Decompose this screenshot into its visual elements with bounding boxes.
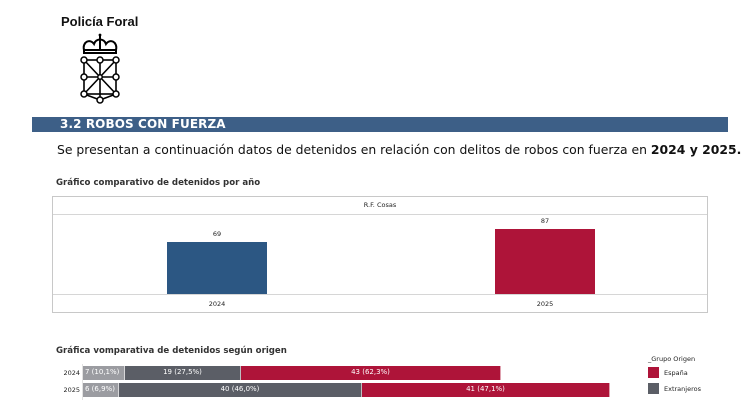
intro-text-prefix: Se presentan a continuación datos de det… xyxy=(57,142,651,157)
chart2-legend: _Grupo Origen España Extranjeros xyxy=(648,355,701,399)
intro-text: Se presentan a continuación datos de det… xyxy=(57,142,741,157)
chart1-frame: R.F. Cosas 69 87 2024 2025 xyxy=(52,196,708,313)
bar-2024[interactable] xyxy=(167,242,267,295)
stacked-segment-2025-espana[interactable]: 41 (47,1%) xyxy=(362,383,610,397)
segment-value-label: 7 (10,1%) xyxy=(85,368,120,376)
stacked-segment-2025-extranjeros[interactable]: 40 (46,0%) xyxy=(119,383,362,397)
stacked-segment-2024-group0[interactable]: 7 (10,1%) xyxy=(83,366,125,380)
segment-value-label: 43 (62,3%) xyxy=(351,368,390,376)
stacked-segment-2024-espana[interactable]: 43 (62,3%) xyxy=(241,366,501,380)
chart2-title: Gráfica vomparativa de detenidos según o… xyxy=(56,346,287,356)
legend-item-extranjeros[interactable]: Extranjeros xyxy=(648,383,701,394)
section-title: 3.2 ROBOS CON FUERZA xyxy=(60,117,226,131)
y-tick-label-2025: 2025 xyxy=(63,386,80,394)
chart1-x-axis: 2024 2025 xyxy=(53,294,707,312)
legend-swatch-extranjeros xyxy=(648,383,659,394)
intro-text-years: 2024 y 2025. xyxy=(650,142,742,157)
bar-2025[interactable] xyxy=(495,229,595,295)
stacked-segment-2025-group0[interactable]: 6 (6,9%) xyxy=(83,383,119,397)
y-tick-label-2024: 2024 xyxy=(63,369,80,377)
legend-swatch-espana xyxy=(648,367,659,378)
legend-label-extranjeros: Extranjeros xyxy=(664,384,701,393)
stacked-segment-2024-extranjeros[interactable]: 19 (27,5%) xyxy=(125,366,241,380)
segment-value-label: 41 (47,1%) xyxy=(466,385,505,393)
chart1-panel-header: R.F. Cosas xyxy=(53,197,707,215)
legend-title: _Grupo Origen xyxy=(648,355,696,363)
segment-value-label: 6 (6,9%) xyxy=(85,385,115,393)
x-tick-label-2024: 2024 xyxy=(208,300,226,308)
chart1-plot-area: 69 87 xyxy=(53,214,707,295)
bar-value-label-2024: 69 xyxy=(212,230,222,238)
org-name: Policía Foral xyxy=(61,14,139,29)
navarra-coat-of-arms-icon xyxy=(76,32,124,104)
x-tick-label-2025: 2025 xyxy=(536,300,554,308)
legend-label-espana: España xyxy=(664,368,688,377)
segment-value-label: 19 (27,5%) xyxy=(163,368,202,376)
legend-item-espana[interactable]: España xyxy=(648,367,701,378)
chart1-panel-header-label: R.F. Cosas xyxy=(363,201,397,209)
chart1-title: Gráfico comparativo de detenidos por año xyxy=(56,178,261,188)
bar-value-label-2025: 87 xyxy=(540,217,550,225)
section-header-bar: 3.2 ROBOS CON FUERZA xyxy=(32,117,728,132)
segment-value-label: 40 (46,0%) xyxy=(220,385,260,393)
chart2-y-axis-line xyxy=(82,364,83,400)
